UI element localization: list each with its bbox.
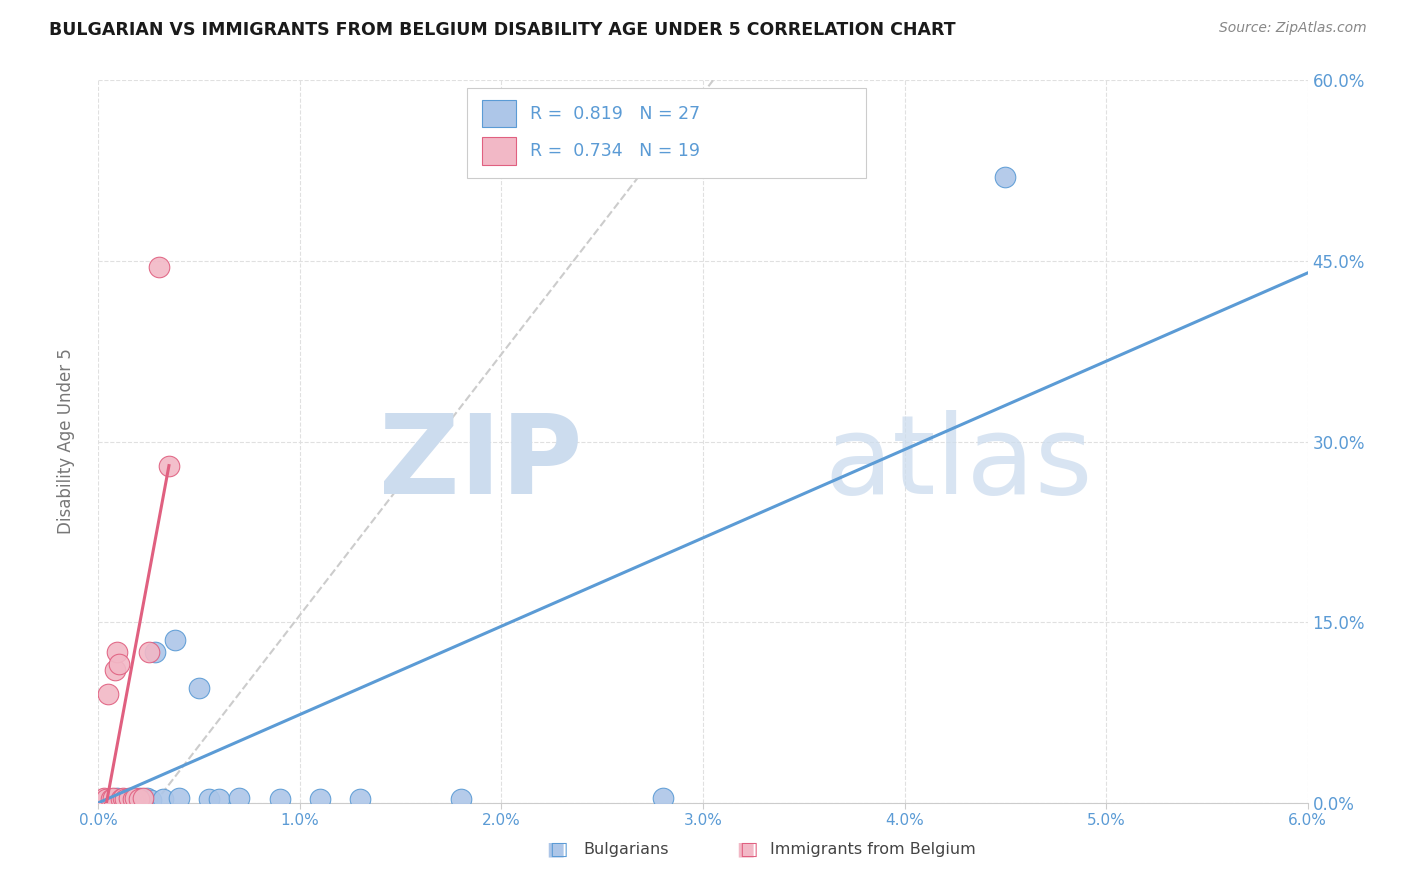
Text: ■: ■ [735,839,755,859]
Point [167,791,190,805]
Point [114,792,136,806]
Text: □: □ [548,839,568,859]
Point [97,792,120,806]
Point [309,792,332,806]
Point [138,645,160,659]
Point [103,664,125,678]
Point [148,260,170,274]
Point [105,645,128,659]
FancyBboxPatch shape [467,87,866,178]
Point [96,792,118,806]
Text: R =  0.819   N = 27: R = 0.819 N = 27 [530,104,700,122]
Point [450,792,472,806]
Point [114,792,136,806]
Point [143,645,166,659]
Point [118,792,141,806]
Point [121,792,143,806]
Point [651,791,673,805]
Point [188,681,211,696]
Point [124,791,146,805]
Point [132,791,155,805]
FancyBboxPatch shape [482,100,516,128]
Point [111,791,134,805]
Point [198,792,221,806]
Point [139,793,162,807]
Point [228,791,250,805]
Text: ■: ■ [546,839,565,859]
Point [101,793,124,807]
Text: ZIP: ZIP [378,409,582,516]
Point [269,792,291,806]
Point [208,792,231,806]
Point [135,791,157,805]
Text: Source: ZipAtlas.com: Source: ZipAtlas.com [1219,21,1367,35]
Point [152,792,174,806]
Point [128,792,150,806]
Point [124,793,146,807]
Y-axis label: Disability Age Under 5: Disability Age Under 5 [56,349,75,534]
Point [110,792,132,806]
Text: R =  0.734   N = 19: R = 0.734 N = 19 [530,142,700,160]
Point [107,792,129,806]
Text: Bulgarians: Bulgarians [583,842,669,856]
Point [157,458,180,473]
FancyBboxPatch shape [482,137,516,165]
Point [105,791,128,805]
Point [118,791,141,805]
Text: BULGARIAN VS IMMIGRANTS FROM BELGIUM DISABILITY AGE UNDER 5 CORRELATION CHART: BULGARIAN VS IMMIGRANTS FROM BELGIUM DIS… [49,21,956,38]
Point [128,791,150,805]
Point [97,687,120,701]
Point [93,791,115,805]
Point [349,792,371,806]
Point [107,657,129,672]
Point [132,792,155,806]
Text: Immigrants from Belgium: Immigrants from Belgium [770,842,976,856]
Text: atlas: atlas [824,409,1092,516]
Text: □: □ [738,839,758,859]
Point [994,169,1017,184]
Point [163,633,186,648]
Point [120,793,142,807]
Point [111,793,134,807]
Point [100,792,122,806]
Point [101,791,124,805]
